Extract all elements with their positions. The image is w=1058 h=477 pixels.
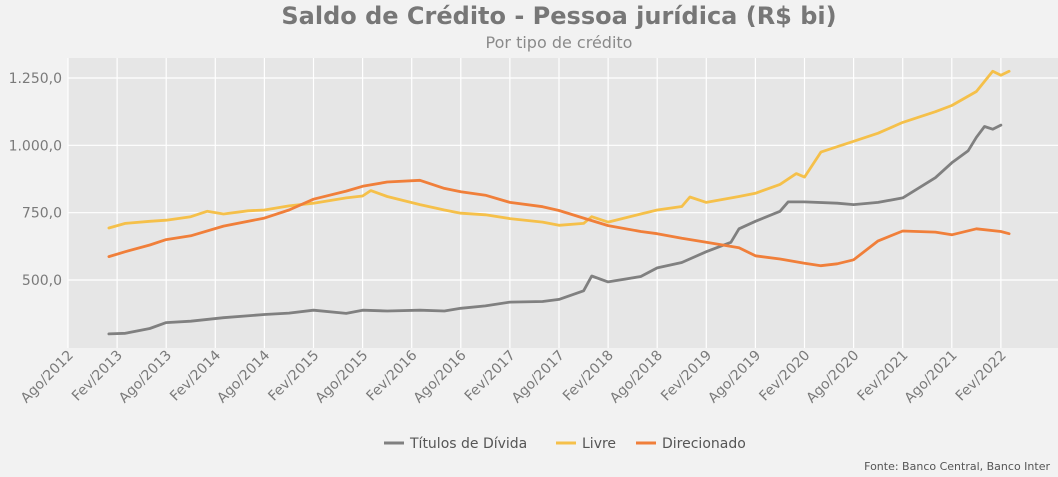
legend-label: Livre bbox=[582, 436, 616, 452]
y-tick-label: 1.250,0 bbox=[9, 71, 62, 87]
legend-item-0: Títulos de Dívida bbox=[384, 436, 527, 452]
x-tick-label: Ago/2021 bbox=[902, 348, 961, 407]
y-tick-label: 500,0 bbox=[22, 273, 62, 289]
x-axis: Ago/2012Fev/2013Ago/2013Fev/2014Ago/2014… bbox=[18, 347, 1010, 406]
x-tick-label: Ago/2012 bbox=[18, 348, 77, 407]
series-line-0 bbox=[107, 123, 1003, 336]
x-tick-label: Ago/2013 bbox=[116, 348, 175, 407]
legend: Títulos de Dívida Livre Direcionado bbox=[384, 436, 746, 452]
x-tick-label: Ago/2019 bbox=[705, 348, 764, 407]
x-tick-label: Ago/2017 bbox=[509, 348, 568, 407]
x-tick-label: Ago/2016 bbox=[411, 347, 470, 406]
chart-subtitle: Por tipo de crédito bbox=[486, 33, 633, 52]
source-note: Fonte: Banco Central, Banco Inter bbox=[864, 460, 1050, 473]
chart-title: Saldo de Crédito - Pessoa jurídica (R$ b… bbox=[281, 2, 836, 30]
legend-item-1: Livre bbox=[556, 436, 616, 452]
plot-area bbox=[68, 58, 1058, 348]
series-lines bbox=[107, 69, 1011, 336]
x-tick-label: Fev/2022 bbox=[953, 348, 1010, 405]
legend-label: Títulos de Dívida bbox=[409, 436, 527, 452]
y-tick-label: 1.000,0 bbox=[9, 138, 62, 154]
x-tick-label: Ago/2018 bbox=[607, 348, 666, 407]
series-line-2 bbox=[107, 178, 1011, 268]
legend-label: Direcionado bbox=[662, 436, 746, 452]
x-tick-label: Ago/2015 bbox=[312, 348, 371, 407]
y-tick-label: 750,0 bbox=[22, 206, 62, 222]
x-tick-label: Ago/2014 bbox=[214, 347, 273, 406]
legend-item-2: Direcionado bbox=[636, 436, 746, 452]
x-tick-label: Ago/2020 bbox=[803, 348, 862, 407]
y-axis: 500,0 750,0 1.000,0 1.250,0 bbox=[9, 71, 62, 289]
